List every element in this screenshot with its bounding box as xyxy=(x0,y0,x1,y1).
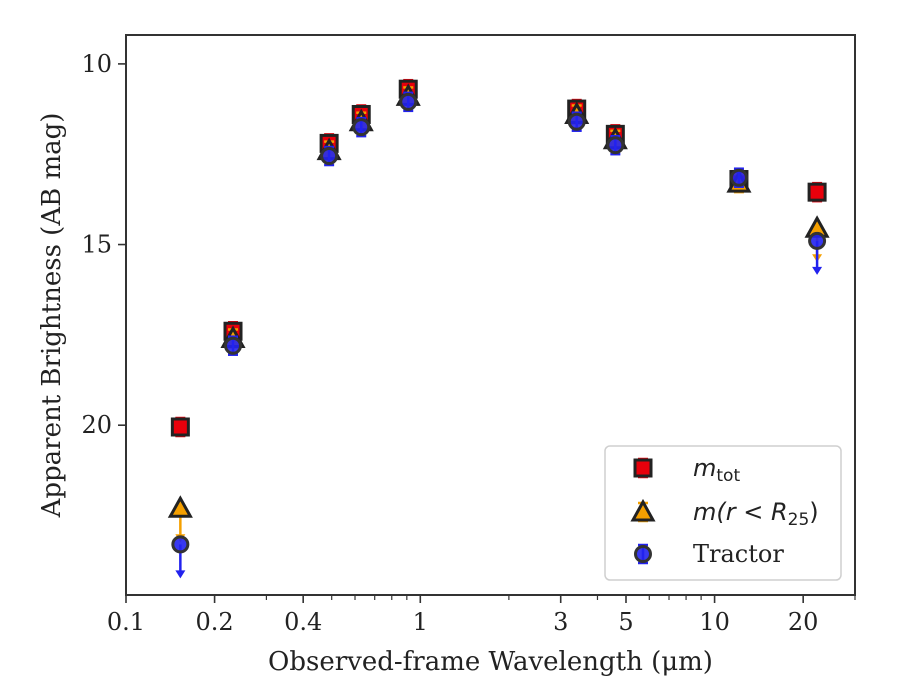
circle-point-limit-arrow xyxy=(812,266,823,275)
y-axis-label: Apparent Brightness (AB mag) xyxy=(37,113,67,519)
legend-label-main: m(r < R xyxy=(693,498,788,526)
legend-square-marker xyxy=(633,458,653,478)
circle-point xyxy=(567,112,586,131)
y-tick-label: 20 xyxy=(81,411,112,439)
legend-label-square: mtot xyxy=(693,454,740,486)
circle-point xyxy=(352,118,371,137)
legend-box xyxy=(604,445,842,581)
legend-label-sub: tot xyxy=(716,466,740,486)
x-tick-label: 0.2 xyxy=(196,608,234,636)
square-point xyxy=(170,417,190,437)
axis-ticks: 0.1 0.2 0.4 1 3 5 10 20 10 15 20 xyxy=(81,50,856,636)
x-tick-label: 5 xyxy=(618,608,633,636)
triangle-point xyxy=(167,495,193,518)
legend-label-sub: 25 xyxy=(788,510,810,530)
circle-point xyxy=(808,231,827,250)
x-tick-label: 10 xyxy=(699,608,730,636)
circle-point xyxy=(399,92,418,111)
circle-point xyxy=(224,336,243,355)
y-tick-label: 10 xyxy=(81,50,112,78)
legend-circle-marker xyxy=(634,545,652,563)
legend: mtot m(r < R25) Tractor xyxy=(604,445,842,581)
plot-frame xyxy=(125,34,856,596)
x-axis-label: Observed-frame Wavelength (μm) xyxy=(268,647,713,677)
legend-triangle-marker xyxy=(630,498,656,522)
x-tick-label: 1 xyxy=(413,608,428,636)
square-point xyxy=(807,182,827,202)
series-circle xyxy=(171,91,827,579)
x-tick-label: 0.1 xyxy=(107,608,145,636)
x-tick-label: 20 xyxy=(788,608,819,636)
x-tick-label: 0.4 xyxy=(284,608,322,636)
y-tick-label: 15 xyxy=(81,231,112,259)
legend-label-circle: Tractor xyxy=(693,540,784,568)
circle-point-limit-arrow xyxy=(175,570,186,579)
legend-label-main: m xyxy=(693,454,716,482)
series-square xyxy=(170,78,827,438)
x-tick-label: 3 xyxy=(553,608,568,636)
circle-point xyxy=(171,535,190,554)
circle-point xyxy=(606,136,625,155)
data-points xyxy=(167,78,830,579)
circle-point xyxy=(320,147,339,166)
legend-label-main: Tractor xyxy=(693,540,784,568)
circle-point xyxy=(729,168,748,187)
legend-label-end: ) xyxy=(809,498,818,526)
legend-label-triangle: m(r < R25) xyxy=(693,498,819,530)
